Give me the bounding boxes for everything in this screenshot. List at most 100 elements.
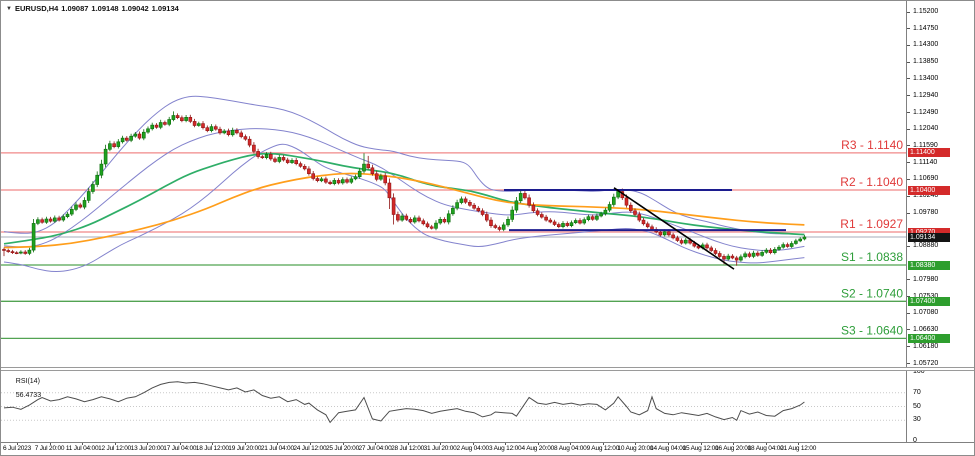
time-tick-mark bbox=[765, 443, 767, 445]
price-tick-mark bbox=[907, 95, 910, 97]
candle-up bbox=[86, 191, 91, 201]
candle-up bbox=[781, 244, 786, 248]
candle-up bbox=[760, 252, 764, 256]
time-tick-label: 12 Jul 12:00 bbox=[98, 445, 132, 452]
rsi-line bbox=[3, 381, 805, 424]
candle-up bbox=[332, 180, 337, 184]
rsi-name: RSI(14) bbox=[15, 378, 40, 385]
candle-down bbox=[273, 158, 277, 162]
price-tick-label: 1.07080 bbox=[913, 309, 939, 317]
price-tick-mark bbox=[907, 128, 910, 130]
time-tick-label: 11 Jul 04:00 bbox=[65, 445, 99, 452]
price-tick-label: 1.12040 bbox=[913, 125, 939, 133]
candle-down bbox=[527, 197, 531, 206]
price-tick-label: 1.11590 bbox=[913, 141, 938, 149]
candle-up bbox=[349, 178, 354, 183]
candle-down bbox=[48, 218, 53, 222]
price-tick-label: 1.09780 bbox=[913, 209, 939, 216]
candle-down bbox=[730, 255, 735, 259]
candle-down bbox=[696, 245, 701, 249]
candle-up bbox=[434, 222, 438, 229]
candle-down bbox=[260, 156, 265, 159]
price-tick-mark bbox=[907, 145, 910, 147]
candle-down bbox=[247, 138, 252, 146]
candle-down bbox=[493, 225, 498, 228]
candle-up bbox=[133, 133, 138, 137]
time-tick-mark bbox=[17, 443, 18, 445]
candle-down bbox=[383, 175, 388, 184]
candle-down bbox=[23, 251, 28, 254]
price-tick-mark bbox=[907, 11, 910, 13]
time-tick-mark bbox=[472, 443, 474, 445]
candle-up bbox=[586, 216, 591, 220]
price-tick-mark bbox=[907, 312, 910, 314]
time-tick-mark bbox=[309, 443, 311, 445]
price-tick-mark bbox=[907, 195, 910, 197]
price-tick-label: 1.12940 bbox=[913, 91, 939, 99]
candlestick-series[interactable] bbox=[2, 111, 807, 266]
candle-up bbox=[230, 130, 235, 136]
candle-down bbox=[324, 178, 328, 183]
resistance-label-r2: R2 - 1.1040 bbox=[840, 175, 903, 189]
candle-down bbox=[201, 123, 205, 128]
support-label-s3: S3 - 1.0640 bbox=[841, 323, 903, 337]
candle-down bbox=[285, 159, 290, 163]
candle-up bbox=[514, 200, 519, 211]
price-tick-mark bbox=[907, 363, 910, 365]
candle-down bbox=[523, 193, 527, 199]
candle-up bbox=[70, 209, 74, 215]
axis-separator-line bbox=[906, 1, 907, 442]
price-axis[interactable]: 1.15200 1.14750 1.14300 1.13850 1.13400 1.129… bbox=[907, 1, 974, 444]
candle-up bbox=[52, 217, 57, 222]
candle-up bbox=[455, 202, 459, 209]
candle-up bbox=[379, 175, 383, 180]
price-tick-label: 1.14300 bbox=[913, 41, 939, 49]
time-tick-label: 17 Jul 04:00 bbox=[163, 445, 197, 452]
candle-down bbox=[425, 223, 430, 228]
candle-up bbox=[103, 148, 108, 165]
candle-down bbox=[6, 250, 10, 252]
time-tick-mark bbox=[49, 443, 51, 445]
time-tick-label: 3 Aug 12:00 bbox=[488, 445, 522, 452]
candle-up bbox=[400, 215, 404, 221]
time-tick-label: 21 Aug 12:00 bbox=[780, 445, 817, 452]
time-tick-label: 31 Jul 20:00 bbox=[423, 445, 457, 452]
candle-up bbox=[599, 213, 603, 217]
time-tick-label: 16 Aug 20:00 bbox=[715, 445, 752, 452]
candle-down bbox=[370, 167, 375, 175]
time-tick-label: 18 Aug 04:00 bbox=[747, 445, 784, 452]
candle-up bbox=[573, 220, 578, 224]
candle-up bbox=[184, 117, 188, 121]
time-tick-label: 4 Aug 20:00 bbox=[521, 445, 555, 452]
price-tick-label: 1.15200 bbox=[913, 8, 939, 15]
candle-down bbox=[531, 204, 536, 212]
candle-up bbox=[357, 170, 362, 178]
candle-up bbox=[209, 126, 214, 131]
candle-up bbox=[798, 238, 803, 242]
candle-down bbox=[705, 244, 709, 249]
time-axis[interactable]: 6 Jul 2023 7 Jul 20:00 11 Jul 04:00 12 Jul … bbox=[1, 443, 974, 455]
candle-down bbox=[628, 204, 633, 212]
candle-up bbox=[569, 222, 574, 226]
candle-down bbox=[722, 256, 726, 260]
candle-down bbox=[294, 160, 299, 164]
pane-splitter[interactable] bbox=[1, 367, 974, 371]
candle-down bbox=[78, 204, 82, 208]
candle-down bbox=[734, 257, 739, 261]
candle-down bbox=[2, 249, 6, 251]
candle-down bbox=[755, 252, 760, 256]
price-tick-mark bbox=[907, 44, 910, 46]
candle-up bbox=[777, 246, 781, 250]
time-tick-label: 2 Aug 04:00 bbox=[456, 445, 489, 452]
candle-down bbox=[252, 144, 256, 152]
time-tick-label: 7 Jul 20:00 bbox=[34, 445, 65, 452]
candle-down bbox=[345, 179, 349, 183]
candle-up bbox=[290, 160, 294, 163]
candle-up bbox=[518, 193, 523, 202]
time-tick-label: 19 Jul 20:00 bbox=[228, 445, 262, 452]
time-tick-mark bbox=[342, 443, 344, 445]
candle-down bbox=[188, 117, 193, 122]
descending-trend-line[interactable] bbox=[613, 187, 735, 270]
